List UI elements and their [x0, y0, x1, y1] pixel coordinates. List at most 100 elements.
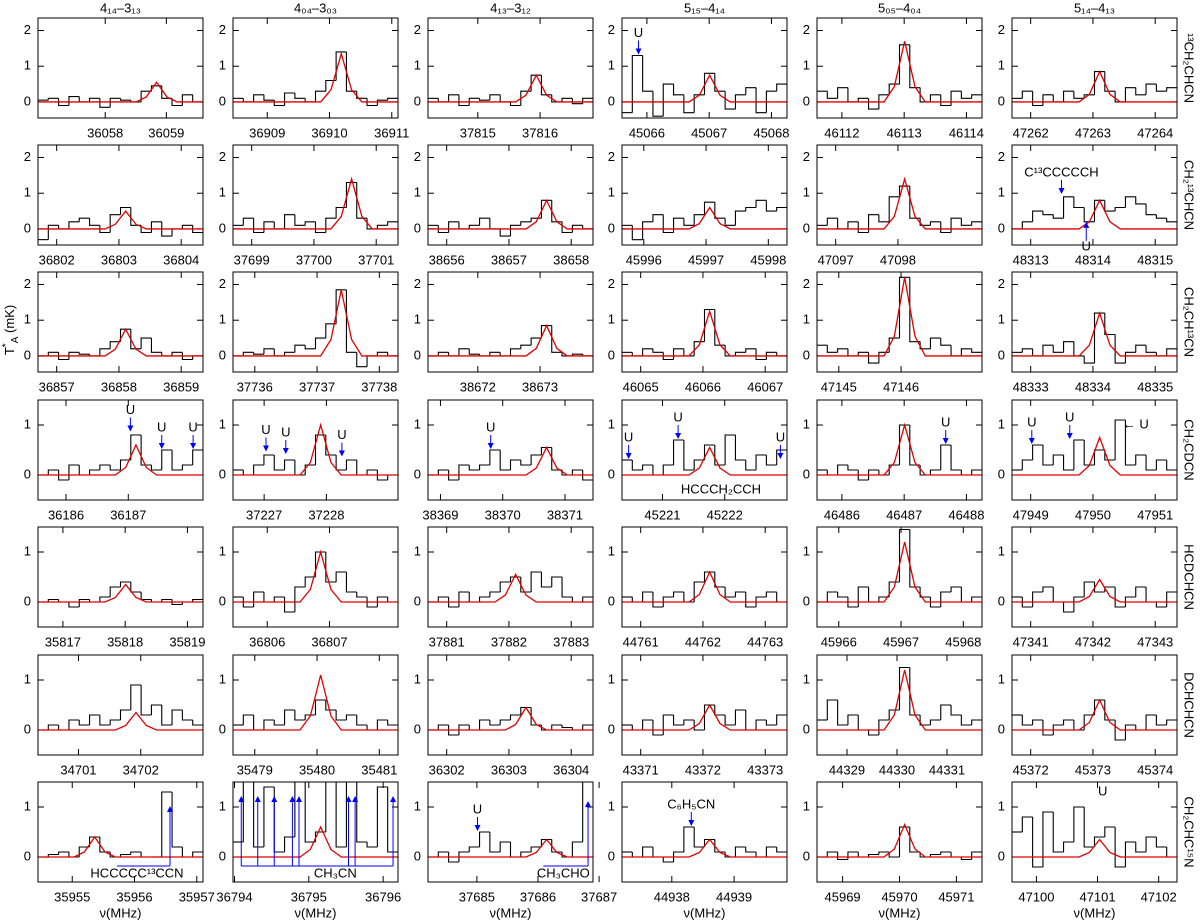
spectrum-channel: [540, 838, 552, 847]
y-tick-label: 2: [608, 276, 615, 291]
y-tick-label: 0: [998, 593, 1005, 608]
x-axis-label: ν(MHz): [295, 905, 337, 920]
spectrum-channel: [171, 98, 183, 107]
spectrum-channel: [489, 351, 501, 356]
panel: 0 1 44761 44762 44763: [608, 526, 788, 649]
annotation: U: [1082, 238, 1091, 253]
x-tick-label: 46114: [949, 125, 984, 140]
column-title: 4₁₃–3₁₂: [490, 0, 531, 15]
y-tick-label: 0: [219, 466, 226, 481]
column-title: 5₀₅–4₀₄: [878, 0, 921, 15]
y-tick-label: 2: [608, 149, 615, 164]
spectrum-channel: [888, 83, 900, 95]
panel: 0 1 2 38656 38657 38658: [414, 144, 594, 267]
spectrum-channel: [130, 684, 142, 710]
spectrum-channel: [745, 710, 757, 731]
panel-frame: [37, 654, 204, 756]
spectrum-channel: [703, 838, 715, 847]
spectrum-channel: [950, 445, 962, 471]
spectrum-channel: [161, 705, 173, 726]
spectrum-channel: [109, 341, 121, 349]
spectrum-channel: [78, 720, 90, 726]
spectrum-channel: [68, 464, 80, 480]
spectrum-channel: [1063, 719, 1074, 725]
panel-frame: [621, 526, 788, 628]
spectrum-channel: [714, 73, 726, 92]
x-tick-label: 36794: [216, 889, 252, 904]
panel-frame: [1011, 526, 1178, 628]
spectrum-channel: [960, 715, 972, 726]
spectrum-channel: [47, 724, 59, 730]
spectrum-channel: [971, 596, 982, 602]
spectrum-channel: [68, 719, 80, 730]
spectrum-channel: [1032, 348, 1043, 357]
spectrum-channel: [304, 782, 316, 843]
spectrum-channel: [631, 225, 643, 241]
y-tick-label: 0: [803, 93, 810, 108]
spectrum-channel: [109, 465, 121, 471]
panel-frame: [232, 399, 399, 501]
spectrum-channel: [1104, 826, 1116, 837]
x-tick-label: 35480: [299, 762, 335, 777]
row-label: CH₂CDCN: [1182, 419, 1197, 480]
spectrum-channel: [582, 97, 593, 104]
observed-spectrum: [428, 74, 593, 107]
observed-spectrum: [233, 782, 398, 853]
model-curve: [817, 176, 982, 230]
x-tick-label: 34701: [60, 762, 96, 777]
spectrum-channel: [1073, 341, 1085, 357]
spectrum-channel: [47, 351, 59, 356]
x-tick-label: 38656: [429, 252, 465, 267]
spectrum-channel: [631, 460, 643, 471]
model-curve: [428, 573, 593, 603]
spectrum-channel: [950, 586, 962, 592]
panel: 0 1 36186 36187 U U U: [24, 399, 204, 522]
model-curve: [38, 81, 203, 103]
model-curve: [622, 73, 787, 103]
spectrum-channel: [652, 465, 664, 476]
spectrum-channel: [950, 90, 962, 106]
spectrum-channel: [755, 348, 767, 361]
spectrum-channel: [551, 576, 563, 587]
spectrum-channel: [387, 97, 398, 101]
y-tick-label: 0: [219, 93, 226, 108]
spectrum-channel: [1021, 816, 1033, 832]
x-tick-label: 47102: [1141, 889, 1177, 904]
spectrum-channel: [1073, 806, 1085, 842]
panel: 0 1 46486 46487 46488 U: [803, 399, 985, 522]
x-tick-label: 36858: [101, 379, 137, 394]
spectrum-channel: [703, 571, 715, 582]
spectrum-channel: [631, 725, 643, 731]
spectrum-channel: [99, 715, 111, 726]
x-tick-label: 45068: [753, 125, 789, 140]
spectrum-channel: [130, 582, 142, 593]
y-tick-label: 2: [803, 22, 810, 37]
spectrum-channel: [642, 719, 653, 730]
panel-frame: [1011, 399, 1178, 501]
panel-frame: [427, 144, 594, 246]
y-tick-label: 0: [414, 347, 421, 362]
panel-frame: [37, 526, 204, 628]
x-tick-label: 36059: [148, 125, 184, 140]
panel: 0 1 2 36802 36803 36804: [24, 144, 204, 267]
model-curve: [233, 176, 398, 230]
spectrum-channel: [294, 586, 306, 612]
y-tick-label: 1: [803, 543, 810, 558]
panel-frame: [427, 654, 594, 756]
x-tick-label: 37685: [459, 889, 495, 904]
spectrum-channel: [1135, 842, 1147, 853]
spectrum-channel: [571, 469, 583, 475]
model-curve: [428, 446, 593, 476]
model-curve: [1012, 838, 1177, 858]
row-label: ¹³CH₂CHCN: [1182, 33, 1197, 103]
spectrum-channel: [929, 853, 941, 857]
spectrum-channel: [898, 666, 910, 710]
spectrum-channel: [263, 786, 275, 847]
spectrum-channel: [1166, 348, 1177, 356]
spectrum-channel: [1063, 841, 1074, 852]
spectrum-channel: [714, 445, 726, 466]
spectrum-channel: [642, 348, 653, 356]
spectrum-channel: [765, 200, 777, 212]
x-tick-label: 46067: [747, 379, 783, 394]
y-tick-label: 0: [219, 220, 226, 235]
